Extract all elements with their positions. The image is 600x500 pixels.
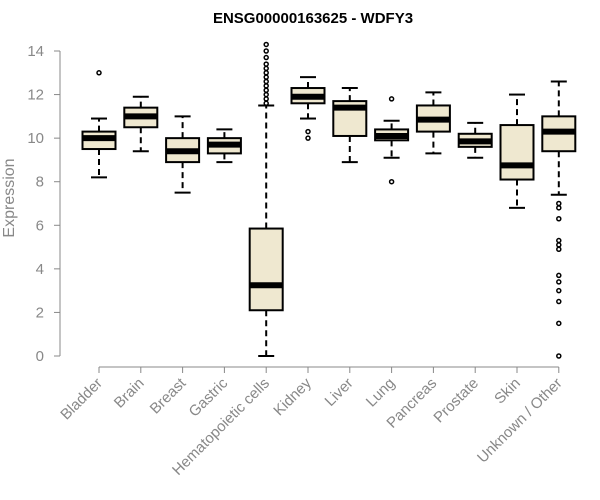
- x-tick-label: Bladder: [57, 375, 106, 424]
- outlier-point: [263, 70, 269, 76]
- outlier-point: [388, 178, 395, 185]
- box-bladder: [81, 70, 117, 179]
- outlier-point: [263, 65, 269, 72]
- box-brain: [123, 95, 159, 153]
- outlier-point: [556, 298, 562, 305]
- outlier-point: [556, 200, 562, 207]
- outlier-point: [556, 287, 562, 294]
- y-tick-label: 10: [27, 130, 44, 147]
- y-axis: 0 2 4 6 8 10 12 14: [27, 43, 61, 365]
- y-tick-label: 4: [36, 261, 44, 278]
- boxes-group: [81, 41, 577, 359]
- outlier-point: [556, 246, 562, 252]
- box-iqr: [499, 124, 535, 181]
- box-unknown-other: [541, 80, 577, 359]
- x-tick-label: Breast: [147, 374, 190, 417]
- outlier-point: [263, 96, 269, 102]
- x-tick-label: Prostate: [430, 375, 482, 427]
- outlier-point: [556, 320, 562, 327]
- box-breast: [165, 115, 201, 194]
- outlier-point: [263, 87, 269, 93]
- outlier-point: [556, 279, 562, 285]
- box-iqr: [248, 227, 284, 312]
- outlier-point: [556, 205, 562, 211]
- box-skin: [499, 93, 535, 209]
- y-axis-label: Expression: [1, 158, 18, 237]
- y-tick-label: 0: [36, 348, 44, 365]
- outlier-point: [263, 83, 269, 89]
- outlier-point: [556, 237, 562, 244]
- y-tick-label: 2: [36, 304, 44, 321]
- box-pancreas: [415, 91, 451, 155]
- x-tick-label: Brain: [111, 375, 148, 412]
- outlier-point: [96, 70, 102, 76]
- outlier-point: [263, 78, 269, 85]
- outlier-point: [305, 135, 311, 141]
- x-tick-label: Skin: [491, 375, 524, 408]
- y-tick-label: 6: [36, 217, 44, 234]
- outlier-point: [263, 74, 269, 80]
- x-tick-label: Kidney: [270, 374, 315, 419]
- outlier-point: [263, 48, 269, 54]
- outlier-point: [556, 272, 562, 279]
- chart-title: ENSG00000163625 - WDFY3: [213, 10, 413, 27]
- box-lung: [374, 96, 410, 185]
- outlier-point: [263, 91, 269, 98]
- x-tick-label: Liver: [322, 375, 357, 410]
- outlier-point: [556, 216, 562, 222]
- outlier-point: [263, 61, 269, 67]
- box-prostate: [457, 121, 493, 159]
- outlier-point: [556, 242, 562, 248]
- box-gastric: [206, 128, 242, 164]
- box-liver: [332, 87, 368, 164]
- y-tick-label: 12: [27, 87, 44, 104]
- x-tick-label: Lung: [363, 375, 399, 411]
- y-tick-label: 8: [36, 174, 44, 191]
- outlier-point: [263, 41, 269, 48]
- outlier-point: [556, 353, 562, 359]
- outlier-point: [305, 128, 311, 135]
- outlier-point: [263, 54, 269, 61]
- y-tick-label: 14: [27, 43, 44, 60]
- box-kidney: [290, 76, 326, 141]
- box-hematopoietic-cells: [248, 41, 284, 357]
- outlier-point: [263, 100, 269, 107]
- outlier-point: [388, 96, 395, 102]
